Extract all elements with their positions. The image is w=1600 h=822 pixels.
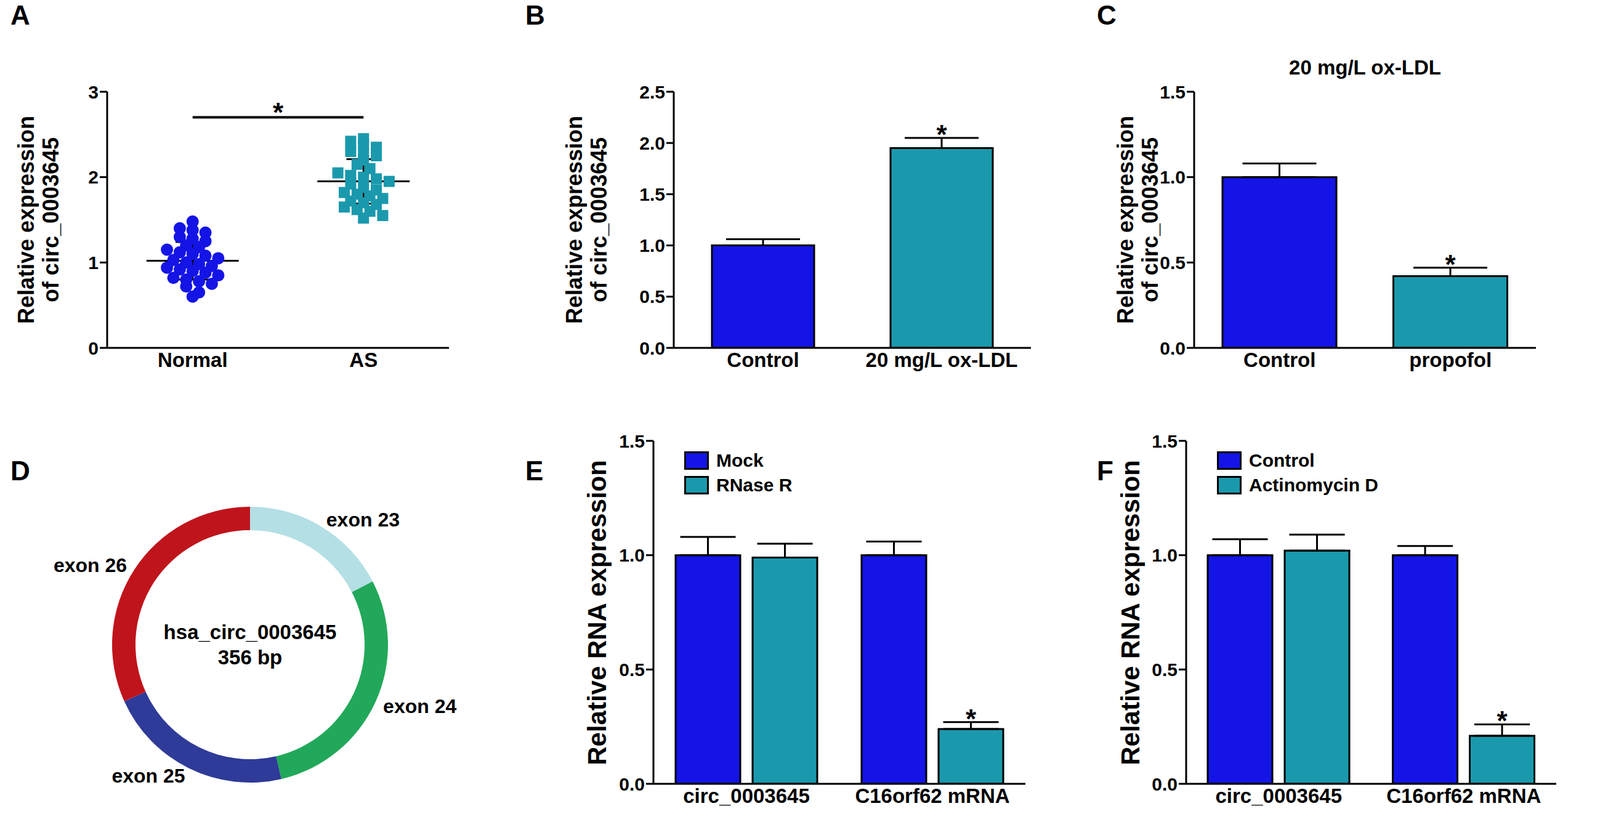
html-text:Mock: Mock xyxy=(716,450,764,471)
svg-text:2: 2 xyxy=(88,166,99,188)
svg-text:exon 26: exon 26 xyxy=(53,554,127,577)
svg-text:Control: Control xyxy=(1243,348,1316,372)
svg-text:1: 1 xyxy=(88,252,99,273)
svg-text:AS: AS xyxy=(349,348,378,372)
svg-text:0.0: 0.0 xyxy=(639,338,666,359)
svg-text:0.0: 0.0 xyxy=(1159,338,1186,359)
svg-text:exon 24: exon 24 xyxy=(383,695,457,718)
html-text:C: C xyxy=(1096,0,1117,31)
svg-text:3: 3 xyxy=(88,81,99,103)
svg-text:*: * xyxy=(965,703,977,735)
svg-text:0.0: 0.0 xyxy=(618,774,645,795)
html-text:of circ_0003645: of circ_0003645 xyxy=(38,137,64,303)
html-text:Relative expression: Relative expression xyxy=(561,115,588,325)
html-text:356 bp: 356 bp xyxy=(217,646,283,669)
svg-text:1.5: 1.5 xyxy=(1159,81,1186,103)
svg-text:Normal: Normal xyxy=(157,348,228,372)
svg-text:*: * xyxy=(272,97,284,128)
svg-text:1.0: 1.0 xyxy=(1159,166,1186,188)
svg-text:C16orf62 mRNA: C16orf62 mRNA xyxy=(854,784,1010,808)
svg-text:C16orf62 mRNA: C16orf62 mRNA xyxy=(1386,784,1541,808)
html-text:F: F xyxy=(1096,455,1114,486)
html-text:A: A xyxy=(10,0,31,31)
svg-text:circ_0003645: circ_0003645 xyxy=(682,784,810,808)
svg-text:0.5: 0.5 xyxy=(639,286,666,307)
svg-text:1.0: 1.0 xyxy=(618,545,645,566)
svg-text:exon 23: exon 23 xyxy=(326,508,400,531)
html-text:Relative RNA expression: Relative RNA expression xyxy=(582,459,612,766)
svg-text:0: 0 xyxy=(88,338,99,359)
svg-text:2.0: 2.0 xyxy=(639,133,666,154)
svg-text:circ_0003645: circ_0003645 xyxy=(1215,784,1342,808)
svg-text:20 mg/L ox-LDL: 20 mg/L ox-LDL xyxy=(865,348,1019,372)
html-text:Control: Control xyxy=(1248,450,1315,471)
svg-text:1.5: 1.5 xyxy=(639,184,666,205)
html-text:Relative RNA expression: Relative RNA expression xyxy=(1115,459,1145,766)
svg-text:0.5: 0.5 xyxy=(618,659,645,680)
svg-text:0.5: 0.5 xyxy=(1159,252,1186,273)
html-text:B: B xyxy=(525,0,545,31)
svg-text:1.0: 1.0 xyxy=(1151,545,1178,566)
svg-text:1.0: 1.0 xyxy=(639,235,666,256)
svg-text:*: * xyxy=(1496,705,1508,736)
svg-text:*: * xyxy=(936,119,948,150)
html-text:D: D xyxy=(10,455,31,486)
html-text:20 mg/L ox-LDL: 20 mg/L ox-LDL xyxy=(1288,56,1442,79)
html-text:RNase R: RNase R xyxy=(716,474,793,496)
svg-text:2.5: 2.5 xyxy=(639,81,666,103)
html-text:Relative expression: Relative expression xyxy=(1113,115,1139,325)
svg-text:1.5: 1.5 xyxy=(618,431,645,452)
svg-text:Control: Control xyxy=(726,348,799,372)
svg-text:exon 25: exon 25 xyxy=(111,764,185,788)
html-text:of circ_0003645: of circ_0003645 xyxy=(586,137,612,303)
html-text:of circ_0003645: of circ_0003645 xyxy=(1137,137,1163,303)
svg-text:0.5: 0.5 xyxy=(1151,659,1178,680)
html-text:hsa_circ_0003645: hsa_circ_0003645 xyxy=(163,620,337,644)
svg-text:propofol: propofol xyxy=(1409,348,1492,372)
svg-text:0.0: 0.0 xyxy=(1151,774,1178,795)
svg-text:1.5: 1.5 xyxy=(1151,431,1178,452)
html-text:E: E xyxy=(525,455,544,486)
html-text:Actinomycin D: Actinomycin D xyxy=(1248,474,1379,496)
svg-text:*: * xyxy=(1444,249,1456,280)
html-text:Relative expression: Relative expression xyxy=(13,115,40,325)
